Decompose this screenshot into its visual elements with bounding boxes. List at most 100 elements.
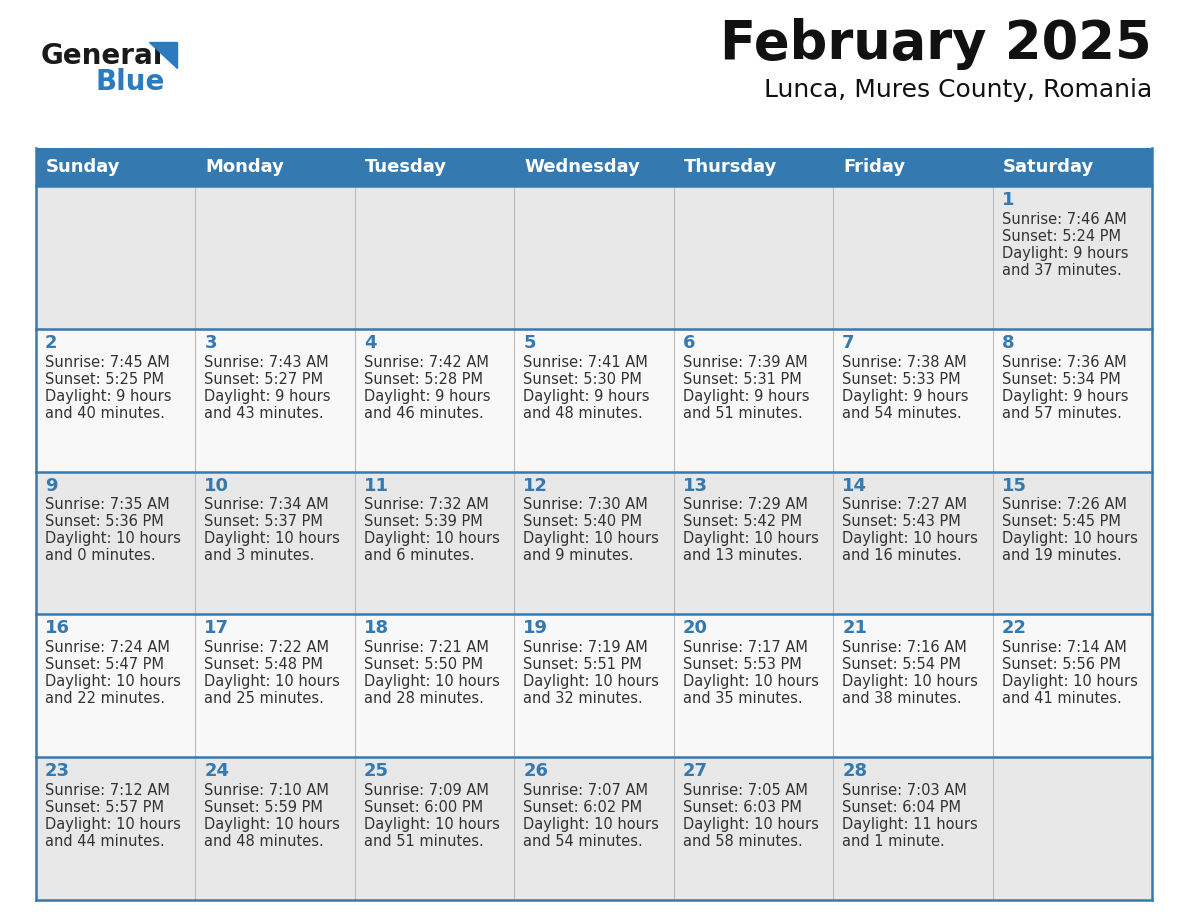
Text: and 38 minutes.: and 38 minutes.: [842, 691, 962, 706]
Text: Daylight: 9 hours: Daylight: 9 hours: [683, 388, 809, 404]
Text: and 46 minutes.: and 46 minutes.: [364, 406, 484, 420]
Text: 2: 2: [45, 334, 57, 352]
Text: and 48 minutes.: and 48 minutes.: [204, 834, 324, 849]
Text: 4: 4: [364, 334, 377, 352]
Text: 3: 3: [204, 334, 217, 352]
Text: Sunset: 5:42 PM: Sunset: 5:42 PM: [683, 514, 802, 530]
Text: 14: 14: [842, 476, 867, 495]
Bar: [355, 757, 514, 900]
Text: Daylight: 9 hours: Daylight: 9 hours: [364, 388, 491, 404]
Text: and 13 minutes.: and 13 minutes.: [683, 548, 802, 564]
Bar: [992, 757, 1152, 900]
Text: Daylight: 10 hours: Daylight: 10 hours: [204, 532, 340, 546]
Text: 21: 21: [842, 620, 867, 637]
Text: and 32 minutes.: and 32 minutes.: [523, 691, 643, 706]
Text: 22: 22: [1001, 620, 1026, 637]
Text: Daylight: 10 hours: Daylight: 10 hours: [523, 817, 659, 832]
Text: Monday: Monday: [206, 158, 284, 176]
Text: Sunrise: 7:14 AM: Sunrise: 7:14 AM: [1001, 640, 1126, 655]
Text: and 19 minutes.: and 19 minutes.: [1001, 548, 1121, 564]
Text: Sunrise: 7:07 AM: Sunrise: 7:07 AM: [523, 783, 649, 798]
Text: Sunrise: 7:39 AM: Sunrise: 7:39 AM: [683, 354, 808, 370]
Text: Daylight: 10 hours: Daylight: 10 hours: [683, 674, 819, 689]
Text: Daylight: 10 hours: Daylight: 10 hours: [842, 674, 978, 689]
Text: Daylight: 9 hours: Daylight: 9 hours: [1001, 246, 1129, 261]
Bar: [992, 148, 1152, 186]
Text: 10: 10: [204, 476, 229, 495]
Text: Sunset: 6:02 PM: Sunset: 6:02 PM: [523, 800, 643, 815]
Text: and 41 minutes.: and 41 minutes.: [1001, 691, 1121, 706]
Text: Sunset: 5:25 PM: Sunset: 5:25 PM: [45, 372, 164, 386]
Text: 25: 25: [364, 762, 388, 780]
Bar: [196, 614, 355, 757]
Text: Sunday: Sunday: [46, 158, 120, 176]
Text: Daylight: 10 hours: Daylight: 10 hours: [364, 674, 500, 689]
Text: Daylight: 9 hours: Daylight: 9 hours: [842, 388, 968, 404]
Text: 16: 16: [45, 620, 70, 637]
Text: Sunset: 5:43 PM: Sunset: 5:43 PM: [842, 514, 961, 530]
Text: Sunrise: 7:21 AM: Sunrise: 7:21 AM: [364, 640, 488, 655]
Text: General: General: [42, 42, 164, 70]
Text: and 22 minutes.: and 22 minutes.: [45, 691, 165, 706]
Text: Sunset: 6:03 PM: Sunset: 6:03 PM: [683, 800, 802, 815]
Text: 13: 13: [683, 476, 708, 495]
Text: 5: 5: [523, 334, 536, 352]
Bar: [196, 329, 355, 472]
Text: Sunset: 5:28 PM: Sunset: 5:28 PM: [364, 372, 482, 386]
Text: and 43 minutes.: and 43 minutes.: [204, 406, 324, 420]
Text: Sunset: 5:56 PM: Sunset: 5:56 PM: [1001, 657, 1120, 672]
Text: and 16 minutes.: and 16 minutes.: [842, 548, 962, 564]
Text: 23: 23: [45, 762, 70, 780]
Text: Sunrise: 7:42 AM: Sunrise: 7:42 AM: [364, 354, 488, 370]
Text: 15: 15: [1001, 476, 1026, 495]
Text: Sunrise: 7:03 AM: Sunrise: 7:03 AM: [842, 783, 967, 798]
Text: Wednesday: Wednesday: [524, 158, 640, 176]
Text: Sunset: 5:36 PM: Sunset: 5:36 PM: [45, 514, 164, 530]
Text: 12: 12: [523, 476, 549, 495]
Polygon shape: [148, 42, 177, 68]
Text: Daylight: 9 hours: Daylight: 9 hours: [1001, 388, 1129, 404]
Text: 27: 27: [683, 762, 708, 780]
Text: Sunset: 5:31 PM: Sunset: 5:31 PM: [683, 372, 802, 386]
Bar: [992, 472, 1152, 614]
Text: and 51 minutes.: and 51 minutes.: [364, 834, 484, 849]
Bar: [833, 757, 992, 900]
Text: Sunrise: 7:29 AM: Sunrise: 7:29 AM: [683, 498, 808, 512]
Text: Daylight: 10 hours: Daylight: 10 hours: [364, 532, 500, 546]
Text: Daylight: 11 hours: Daylight: 11 hours: [842, 817, 978, 832]
Text: and 48 minutes.: and 48 minutes.: [523, 406, 643, 420]
Text: and 37 minutes.: and 37 minutes.: [1001, 263, 1121, 278]
Text: Sunrise: 7:30 AM: Sunrise: 7:30 AM: [523, 498, 647, 512]
Bar: [674, 757, 833, 900]
Text: Daylight: 10 hours: Daylight: 10 hours: [523, 532, 659, 546]
Text: Sunset: 5:45 PM: Sunset: 5:45 PM: [1001, 514, 1120, 530]
Bar: [514, 757, 674, 900]
Text: Daylight: 10 hours: Daylight: 10 hours: [45, 674, 181, 689]
Text: Daylight: 10 hours: Daylight: 10 hours: [683, 532, 819, 546]
Text: Sunrise: 7:27 AM: Sunrise: 7:27 AM: [842, 498, 967, 512]
Text: Lunca, Mures County, Romania: Lunca, Mures County, Romania: [764, 78, 1152, 102]
Text: Sunrise: 7:12 AM: Sunrise: 7:12 AM: [45, 783, 170, 798]
Text: 8: 8: [1001, 334, 1015, 352]
Bar: [833, 186, 992, 329]
Text: Sunrise: 7:16 AM: Sunrise: 7:16 AM: [842, 640, 967, 655]
Bar: [992, 186, 1152, 329]
Text: 17: 17: [204, 620, 229, 637]
Bar: [196, 757, 355, 900]
Text: Daylight: 10 hours: Daylight: 10 hours: [45, 532, 181, 546]
Text: Sunset: 5:50 PM: Sunset: 5:50 PM: [364, 657, 482, 672]
Text: Sunrise: 7:38 AM: Sunrise: 7:38 AM: [842, 354, 967, 370]
Text: 1: 1: [1001, 191, 1015, 209]
Text: Sunrise: 7:43 AM: Sunrise: 7:43 AM: [204, 354, 329, 370]
Text: Sunrise: 7:17 AM: Sunrise: 7:17 AM: [683, 640, 808, 655]
Text: and 44 minutes.: and 44 minutes.: [45, 834, 165, 849]
Text: 26: 26: [523, 762, 549, 780]
Text: Blue: Blue: [96, 68, 165, 96]
Bar: [36, 757, 196, 900]
Bar: [36, 148, 196, 186]
Bar: [196, 186, 355, 329]
Text: Sunrise: 7:10 AM: Sunrise: 7:10 AM: [204, 783, 329, 798]
Text: and 9 minutes.: and 9 minutes.: [523, 548, 633, 564]
Text: and 28 minutes.: and 28 minutes.: [364, 691, 484, 706]
Text: Sunset: 5:57 PM: Sunset: 5:57 PM: [45, 800, 164, 815]
